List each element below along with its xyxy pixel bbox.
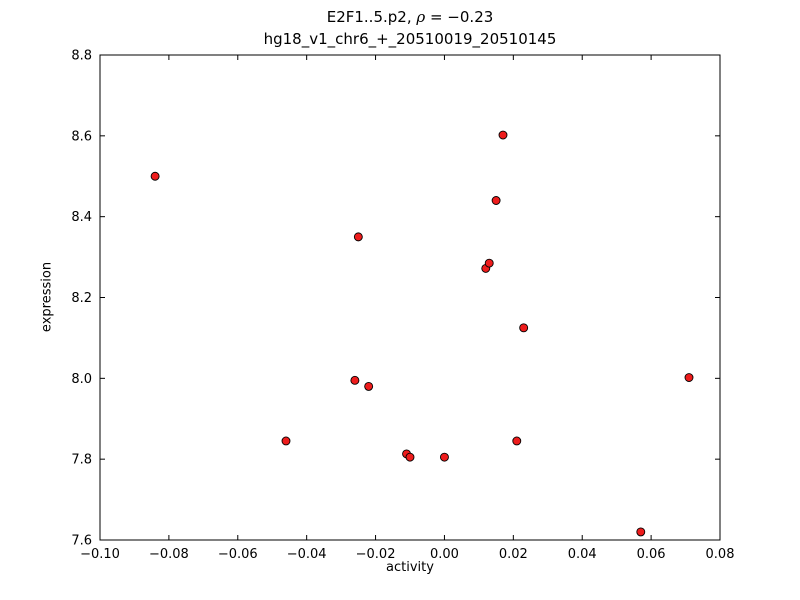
data-point: [364, 381, 374, 391]
data-point: [498, 130, 508, 140]
y-tick-label: 8.6: [71, 129, 92, 144]
chart-title-line2: hg18_v1_chr6_+_20510019_20510145: [263, 30, 557, 48]
y-tick-label: 8.2: [71, 291, 92, 306]
data-point: [439, 452, 449, 462]
x-tick-label: 0.04: [568, 547, 597, 562]
data-point: [684, 373, 694, 382]
x-tick-label: −0.06: [218, 547, 258, 562]
axes-box: [99, 54, 721, 541]
y-tick-label: 8.8: [71, 49, 92, 64]
x-tick-label: −0.10: [80, 547, 120, 562]
x-tick-label: 0.02: [499, 547, 528, 562]
data-point: [491, 196, 501, 205]
data-point: [353, 232, 363, 242]
x-tick-label: 0.08: [706, 547, 735, 562]
data-point: [636, 527, 646, 537]
y-tick-label: 7.8: [71, 453, 92, 468]
title-prefix: E2F1..5.p2,: [326, 8, 417, 26]
y-tick-label: 8.4: [71, 210, 92, 225]
x-axis-label: activity: [386, 560, 434, 575]
data-point: [519, 323, 529, 333]
x-tick-label: 0.00: [430, 547, 459, 562]
data-point: [150, 171, 160, 181]
chart-title: E2F1..5.p2, ρ = −0.23 hg18_v1_chr6_+_205…: [100, 6, 720, 50]
data-point: [350, 375, 360, 385]
y-tick-label: 8.0: [71, 372, 92, 387]
data-point: [484, 258, 494, 268]
x-tick-label: −0.04: [287, 547, 327, 562]
x-tick-label: 0.06: [637, 547, 666, 562]
y-tick-label: 7.6: [71, 534, 92, 549]
y-axis-label: expression: [39, 261, 55, 333]
x-tick-label: −0.08: [149, 547, 189, 562]
rho-symbol: ρ: [416, 8, 426, 26]
chart-title-line1: E2F1..5.p2, ρ = −0.23: [100, 6, 720, 28]
data-point: [512, 436, 522, 446]
data-point: [281, 436, 291, 446]
data-point: [405, 452, 415, 462]
x-tick-label: −0.02: [356, 547, 396, 562]
rho-value: = −0.23: [425, 8, 494, 26]
